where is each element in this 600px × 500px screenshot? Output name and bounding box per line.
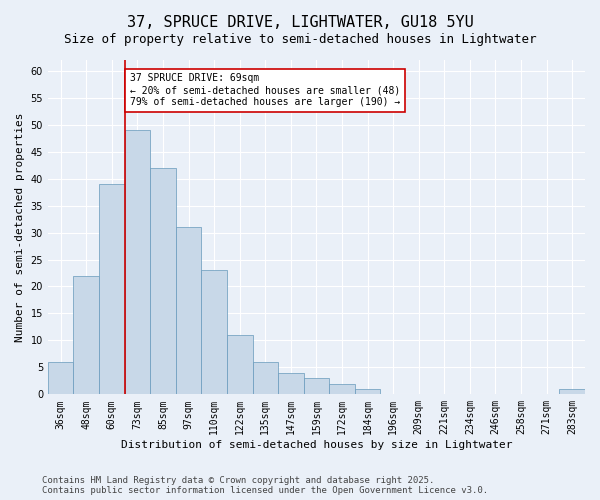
Bar <box>176 227 202 394</box>
Bar <box>125 130 150 394</box>
Bar <box>329 384 355 394</box>
Text: Size of property relative to semi-detached houses in Lightwater: Size of property relative to semi-detach… <box>64 32 536 46</box>
Bar <box>227 335 253 394</box>
Y-axis label: Number of semi-detached properties: Number of semi-detached properties <box>15 112 25 342</box>
Text: Contains HM Land Registry data © Crown copyright and database right 2025.
Contai: Contains HM Land Registry data © Crown c… <box>42 476 488 495</box>
Text: 37, SPRUCE DRIVE, LIGHTWATER, GU18 5YU: 37, SPRUCE DRIVE, LIGHTWATER, GU18 5YU <box>127 15 473 30</box>
Bar <box>355 389 380 394</box>
Bar <box>559 389 585 394</box>
Bar <box>253 362 278 394</box>
Bar <box>73 276 99 394</box>
Bar <box>304 378 329 394</box>
Bar <box>99 184 125 394</box>
Bar <box>278 373 304 394</box>
Text: 37 SPRUCE DRIVE: 69sqm
← 20% of semi-detached houses are smaller (48)
79% of sem: 37 SPRUCE DRIVE: 69sqm ← 20% of semi-det… <box>130 74 400 106</box>
Bar <box>150 168 176 394</box>
Bar <box>202 270 227 394</box>
X-axis label: Distribution of semi-detached houses by size in Lightwater: Distribution of semi-detached houses by … <box>121 440 512 450</box>
Bar <box>48 362 73 394</box>
